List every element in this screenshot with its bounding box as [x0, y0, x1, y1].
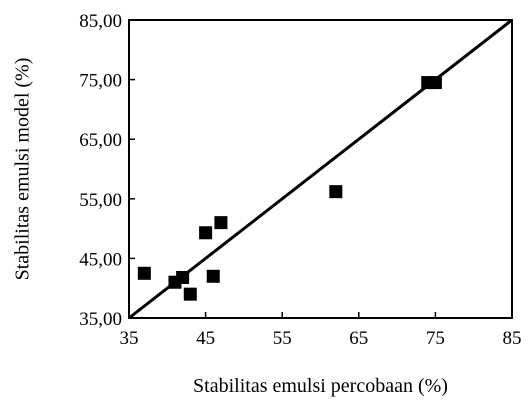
data-point [199, 226, 213, 240]
y-axis-title: Stabilitas emulsi model (%) [12, 58, 34, 281]
y-tick-label: 35,00 [79, 309, 122, 330]
data-point [137, 266, 151, 280]
data-point [214, 216, 228, 230]
data-point [206, 269, 220, 283]
data-point [183, 287, 197, 301]
x-tick-label: 45 [196, 328, 215, 349]
x-tick-label: 55 [273, 328, 292, 349]
plot-area-frame [128, 19, 513, 319]
x-tick-label: 65 [349, 328, 368, 349]
data-point [329, 185, 343, 199]
y-tick-label: 85,00 [79, 11, 122, 32]
x-tick-label: 85 [503, 328, 522, 349]
data-point [428, 76, 442, 90]
reference-line [128, 18, 513, 320]
x-tick-label: 35 [120, 328, 139, 349]
x-axis-title: Stabilitas emulsi percobaan (%) [193, 375, 448, 397]
y-tick-label: 75,00 [79, 71, 122, 92]
y-tick-label: 65,00 [79, 130, 122, 151]
y-tick-label: 45,00 [79, 249, 122, 270]
x-tick-label: 75 [426, 328, 445, 349]
data-point [176, 270, 190, 284]
y-tick-label: 55,00 [79, 190, 122, 211]
